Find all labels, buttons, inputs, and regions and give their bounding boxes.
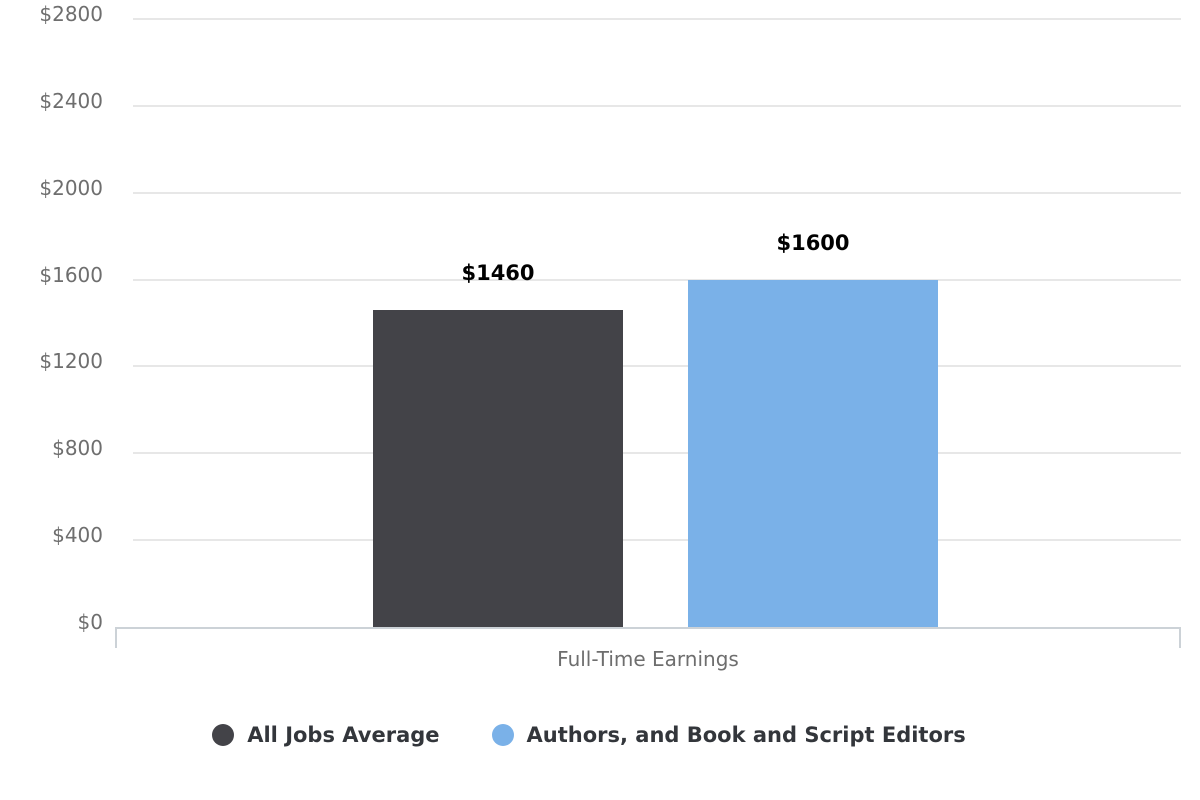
bar-value-label: $1460 <box>461 260 535 285</box>
x-axis-frame <box>115 627 1181 648</box>
gridline <box>133 278 1181 281</box>
legend-item-label: Authors, and Book and Script Editors <box>526 723 966 747</box>
gridline <box>133 191 1181 194</box>
bar-authors-and-book-and-script-editors[interactable] <box>688 279 938 627</box>
legend: All Jobs Average Authors, and Book and Sc… <box>0 711 1189 759</box>
y-axis-tick-label: $400 <box>52 523 103 548</box>
bar-value-label: $1600 <box>776 230 850 255</box>
y-axis-tick-label: $1200 <box>39 349 103 374</box>
y-axis-tick-label: $2000 <box>39 175 103 200</box>
gridline <box>133 18 1181 20</box>
gridline <box>133 452 1181 455</box>
legend-item-authors-and-book-and-script-editors[interactable]: Authors, and Book and Script Editors <box>491 723 966 747</box>
y-axis-tick-label: $2800 <box>39 2 103 26</box>
y-axis-tick-label: $0 <box>77 610 103 634</box>
gridline <box>133 104 1181 107</box>
legend-swatch-icon <box>212 724 235 746</box>
y-axis-tick-label: $800 <box>52 436 103 461</box>
legend-item-all-jobs-average[interactable]: All Jobs Average <box>212 723 440 747</box>
gridline <box>133 365 1181 368</box>
bar-all-jobs-average[interactable] <box>373 309 623 627</box>
gridline <box>133 539 1181 542</box>
y-axis-tick-label: $1600 <box>39 262 103 287</box>
y-axis-tick-label: $2400 <box>39 88 103 113</box>
legend-swatch-icon <box>491 724 514 746</box>
x-axis-title: Full-Time Earnings <box>557 647 739 671</box>
legend-item-label: All Jobs Average <box>247 723 440 747</box>
